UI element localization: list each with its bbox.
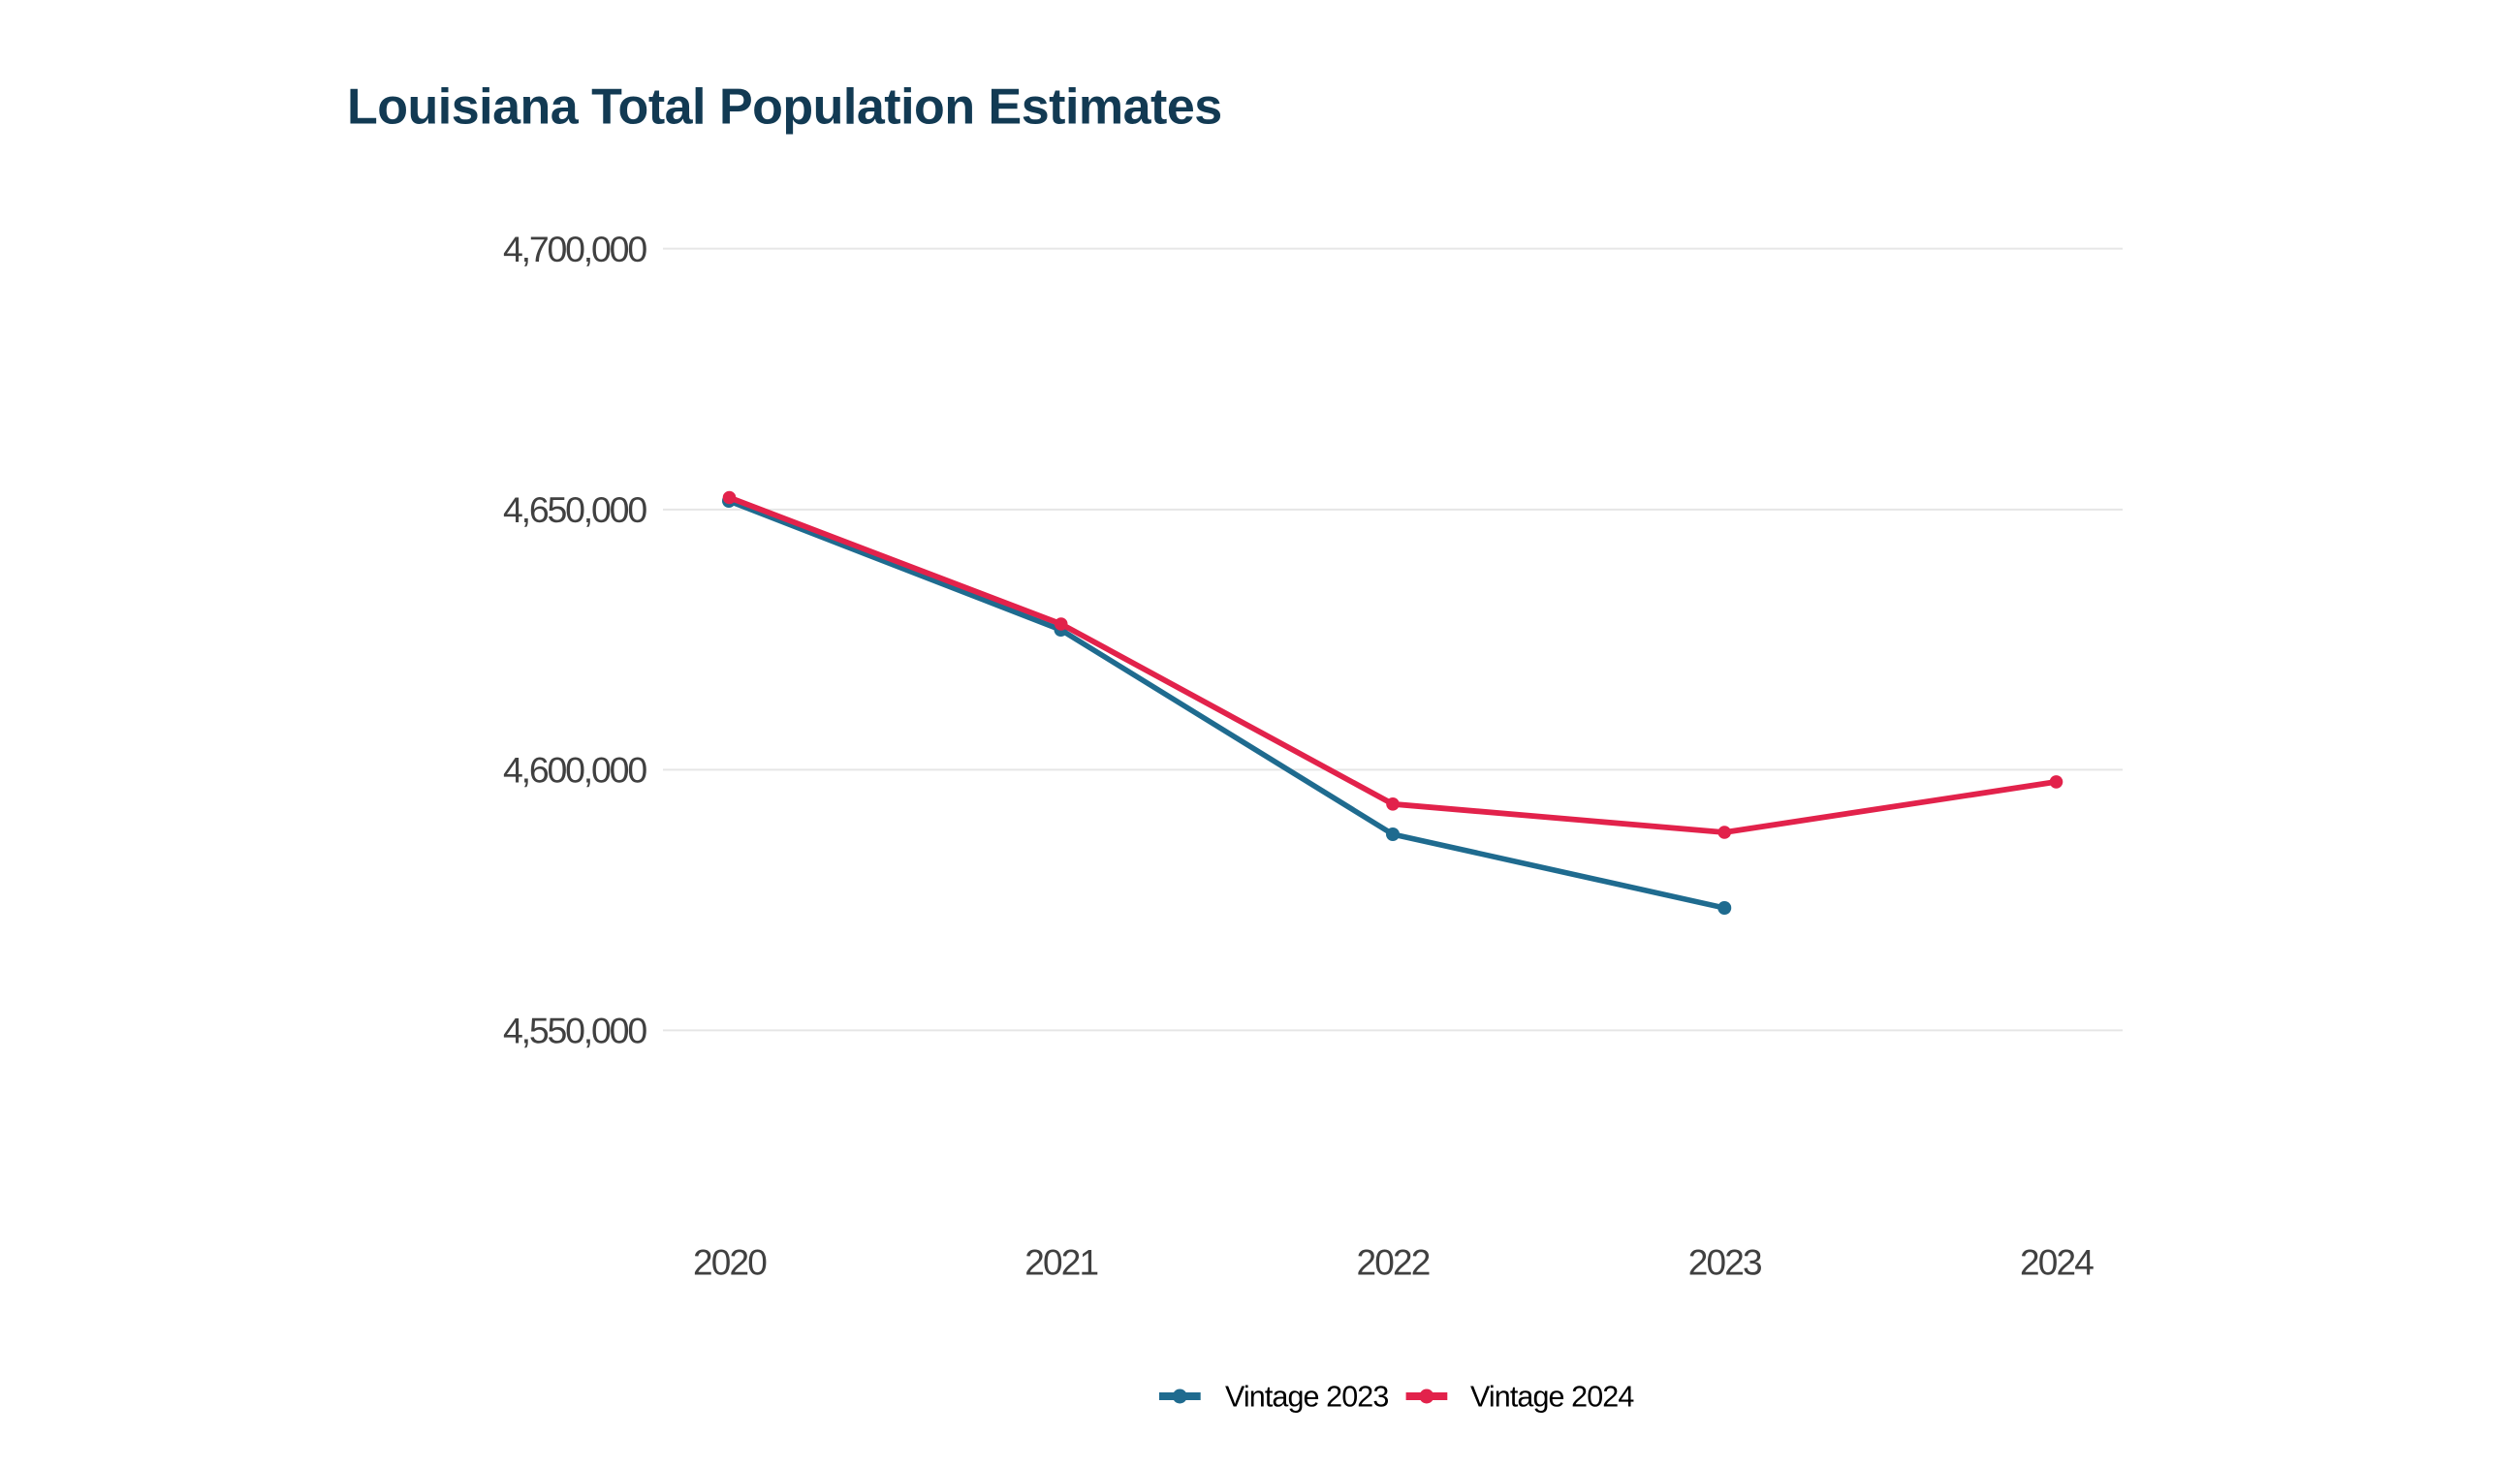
svg-text:4,550,000: 4,550,000 <box>503 1011 646 1051</box>
svg-text:2024: 2024 <box>2020 1243 2094 1283</box>
svg-text:4,650,000: 4,650,000 <box>503 489 646 530</box>
svg-text:2021: 2021 <box>1024 1243 1097 1283</box>
svg-text:2020: 2020 <box>693 1243 767 1283</box>
svg-text:4,600,000: 4,600,000 <box>503 750 646 791</box>
svg-text:2022: 2022 <box>1356 1243 1429 1283</box>
svg-text:Vintage 2024: Vintage 2024 <box>1470 1381 1634 1414</box>
svg-text:2023: 2023 <box>1688 1243 1761 1283</box>
svg-text:4,700,000: 4,700,000 <box>503 229 646 269</box>
svg-text:Louisiana Total Population Est: Louisiana Total Population Estimates <box>347 79 1222 136</box>
svg-text:Vintage 2023: Vintage 2023 <box>1225 1381 1388 1414</box>
